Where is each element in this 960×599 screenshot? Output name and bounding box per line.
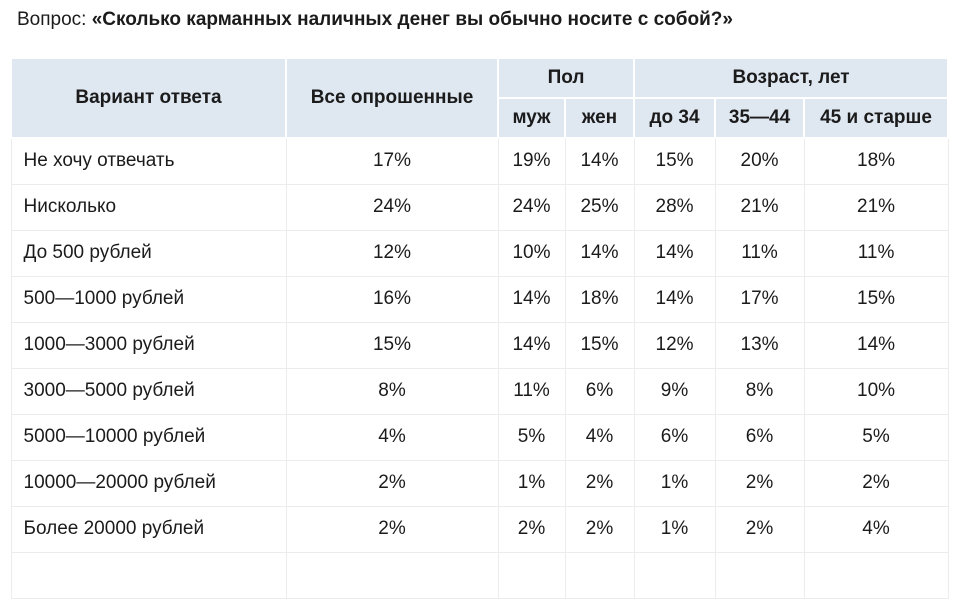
cell-value: 14% bbox=[633, 275, 716, 323]
cell-value: 6% bbox=[714, 413, 805, 461]
table-row: Более 20000 рублей 2% 2% 2% 1% 2% 4% bbox=[10, 505, 949, 553]
cell-value: 6% bbox=[633, 413, 716, 461]
title-prefix: Вопрос: bbox=[17, 9, 92, 30]
cell-value: 14% bbox=[633, 229, 716, 277]
cell-value: 1% bbox=[633, 505, 716, 553]
table-row: 3000—5000 рублей 8% 11% 6% 9% 8% 10% bbox=[10, 367, 949, 415]
header-group-row: Вариант ответа Все опрошенные Пол Возрас… bbox=[10, 57, 950, 139]
row-label: 1000—3000 рублей bbox=[10, 321, 287, 369]
table-row: Не хочу отвечать 17% 19% 14% 15% 20% 18% bbox=[10, 137, 949, 185]
cell-value bbox=[285, 551, 499, 599]
cell-value: 17% bbox=[285, 137, 499, 185]
cell-value: 9% bbox=[633, 367, 716, 415]
cell-value: 2% bbox=[564, 459, 635, 507]
title-question: «Сколько карманных наличных денег вы обы… bbox=[91, 9, 733, 30]
cell-value: 2% bbox=[285, 505, 499, 553]
header-male: муж bbox=[497, 97, 566, 139]
cell-value: 4% bbox=[803, 505, 949, 553]
page-title: Вопрос: «Сколько карманных наличных дене… bbox=[0, 0, 960, 33]
row-label: 10000—20000 рублей bbox=[10, 459, 287, 507]
cell-value: 19% bbox=[497, 137, 566, 185]
cell-value: 2% bbox=[497, 505, 566, 553]
row-label: До 500 рублей bbox=[10, 229, 287, 277]
row-label: Более 20000 рублей bbox=[10, 505, 287, 553]
cell-value bbox=[564, 551, 635, 599]
row-label: Не хочу отвечать bbox=[10, 137, 287, 185]
header-gender-group: Пол bbox=[496, 57, 636, 99]
cell-value: 2% bbox=[285, 459, 499, 507]
cell-value: 1% bbox=[497, 459, 566, 507]
table-row: Нисколько 24% 24% 25% 28% 21% 21% bbox=[10, 183, 949, 231]
cell-value: 10% bbox=[803, 367, 949, 415]
survey-results-table: Вариант ответа Все опрошенные Пол Возрас… bbox=[10, 57, 950, 599]
cell-value: 14% bbox=[803, 321, 949, 369]
header-age-35-44: 35—44 bbox=[714, 97, 806, 139]
cell-value: 15% bbox=[633, 137, 716, 185]
cell-value: 18% bbox=[803, 137, 949, 185]
row-label: 500—1000 рублей bbox=[10, 275, 287, 323]
cell-value bbox=[633, 551, 716, 599]
cell-value: 6% bbox=[564, 367, 635, 415]
table-row-partial bbox=[10, 551, 949, 599]
cell-value: 11% bbox=[714, 229, 805, 277]
table-row: 1000—3000 рублей 15% 14% 15% 12% 13% 14% bbox=[10, 321, 949, 369]
header-age-45-plus: 45 и старше bbox=[803, 97, 950, 139]
header-age-under-34: до 34 bbox=[633, 97, 717, 139]
cell-value: 11% bbox=[497, 367, 566, 415]
cell-value: 13% bbox=[714, 321, 805, 369]
cell-value: 16% bbox=[285, 275, 499, 323]
cell-value: 10% bbox=[497, 229, 566, 277]
row-label: Нисколько bbox=[10, 183, 287, 231]
header-all-respondents: Все опрошенные bbox=[285, 57, 499, 139]
cell-value: 12% bbox=[633, 321, 716, 369]
cell-value: 8% bbox=[285, 367, 499, 415]
table-body: Не хочу отвечать 17% 19% 14% 15% 20% 18%… bbox=[10, 137, 949, 599]
table-row: 5000—10000 рублей 4% 5% 4% 6% 6% 5% bbox=[10, 413, 949, 461]
cell-value: 15% bbox=[564, 321, 635, 369]
header-answer-variant: Вариант ответа bbox=[10, 57, 287, 139]
cell-value: 8% bbox=[714, 367, 805, 415]
cell-value: 20% bbox=[714, 137, 805, 185]
table-row: 500—1000 рублей 16% 14% 18% 14% 17% 15% bbox=[10, 275, 949, 323]
cell-value: 12% bbox=[285, 229, 499, 277]
row-label: 3000—5000 рублей bbox=[10, 367, 287, 415]
cell-value: 21% bbox=[803, 183, 949, 231]
cell-value: 2% bbox=[714, 505, 805, 553]
cell-value: 14% bbox=[497, 321, 566, 369]
cell-value: 21% bbox=[714, 183, 805, 231]
cell-value: 14% bbox=[564, 229, 635, 277]
cell-value: 17% bbox=[714, 275, 805, 323]
cell-value: 15% bbox=[285, 321, 499, 369]
table-row: До 500 рублей 12% 10% 14% 14% 11% 11% bbox=[10, 229, 949, 277]
cell-value: 14% bbox=[497, 275, 566, 323]
header-age-group: Возраст, лет bbox=[633, 57, 950, 99]
cell-value: 1% bbox=[633, 459, 716, 507]
cell-value: 2% bbox=[714, 459, 805, 507]
cell-value: 25% bbox=[564, 183, 635, 231]
table-header: Вариант ответа Все опрошенные Пол Возрас… bbox=[10, 57, 950, 139]
cell-value bbox=[497, 551, 566, 599]
header-female: жен bbox=[563, 97, 636, 139]
cell-value: 15% bbox=[803, 275, 949, 323]
cell-value: 11% bbox=[803, 229, 949, 277]
cell-value: 4% bbox=[285, 413, 499, 461]
cell-value: 24% bbox=[285, 183, 499, 231]
cell-value bbox=[803, 551, 949, 599]
row-label bbox=[10, 551, 287, 599]
header-sub-row: муж жен до 34 35—44 45 и старше bbox=[11, 97, 950, 139]
table-row: 10000—20000 рублей 2% 1% 2% 1% 2% 2% bbox=[10, 459, 949, 507]
cell-value: 18% bbox=[564, 275, 635, 323]
row-label: 5000—10000 рублей bbox=[10, 413, 287, 461]
cell-value: 14% bbox=[564, 137, 635, 185]
cell-value: 4% bbox=[564, 413, 635, 461]
cell-value: 5% bbox=[497, 413, 566, 461]
cell-value: 2% bbox=[803, 459, 949, 507]
cell-value bbox=[714, 551, 805, 599]
cell-value: 2% bbox=[564, 505, 635, 553]
cell-value: 28% bbox=[633, 183, 716, 231]
cell-value: 24% bbox=[497, 183, 566, 231]
cell-value: 5% bbox=[803, 413, 949, 461]
